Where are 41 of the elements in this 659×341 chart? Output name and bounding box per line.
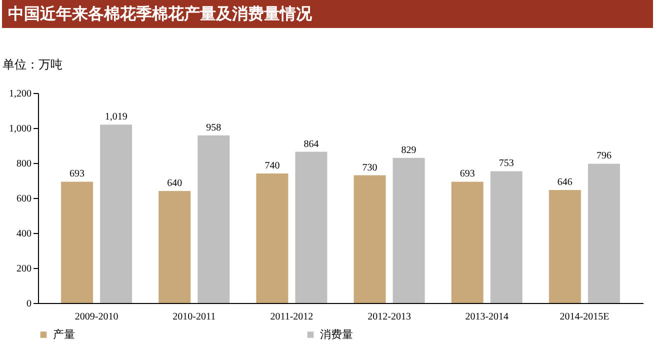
bar — [256, 174, 288, 303]
data-label: 740 — [264, 160, 280, 172]
data-label: 864 — [304, 138, 319, 150]
chart-title: 中国近年来各棉花季棉花产量及消费量情况 — [8, 5, 313, 23]
y-tick-label: 0 — [26, 298, 32, 310]
y-axis-title: 单位：万吨 — [2, 58, 62, 72]
bar — [354, 175, 386, 303]
y-tick-label: 1,200 — [9, 88, 32, 100]
data-label: 1,019 — [104, 112, 128, 123]
x-tick-label: 2009-2010 — [74, 312, 118, 322]
bar — [588, 164, 620, 303]
data-label: 829 — [401, 144, 416, 156]
y-tick-label: 800 — [16, 158, 32, 170]
data-label: 796 — [596, 150, 612, 162]
data-label: 693 — [460, 168, 475, 180]
bar — [451, 182, 484, 303]
data-label: 958 — [206, 122, 222, 134]
bar — [295, 152, 328, 303]
bar — [61, 182, 94, 303]
data-label: 646 — [557, 176, 572, 188]
y-tick-label: 1,000 — [9, 124, 32, 134]
bar — [158, 191, 191, 303]
bar — [100, 124, 132, 303]
x-tick-label: 2010-2011 — [172, 312, 216, 322]
y-tick-label: 600 — [16, 194, 32, 204]
bar — [198, 135, 230, 303]
data-label: 753 — [498, 158, 514, 170]
bar — [490, 171, 522, 303]
data-label: 693 — [70, 168, 85, 180]
bar — [392, 158, 425, 303]
y-tick-label: 400 — [16, 228, 32, 240]
bar — [548, 190, 581, 303]
y-tick-label: 200 — [16, 264, 32, 274]
x-tick-label: 2013-2014 — [465, 312, 509, 322]
x-tick-label: 2014-2015E — [560, 312, 610, 322]
data-label: 640 — [167, 178, 182, 189]
x-tick-label: 2011-2012 — [270, 312, 314, 322]
data-label: 730 — [362, 162, 378, 174]
x-tick-label: 2012-2013 — [368, 312, 411, 322]
legend-label: 产量 — [53, 328, 75, 341]
legend-label: 消费量 — [320, 328, 353, 341]
